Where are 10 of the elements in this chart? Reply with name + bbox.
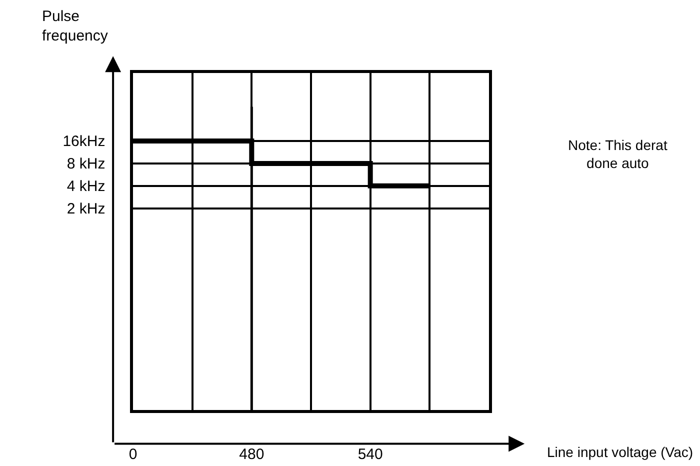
x-tick-label: 540 — [358, 446, 383, 463]
x-tick-label: 480 — [239, 446, 264, 463]
y-axis-title: Pulse frequency — [42, 8, 108, 44]
y-tick-label: 16kHz — [62, 133, 106, 150]
y-tick-label: 2 kHz — [66, 200, 106, 218]
y-tick-label: 4 kHz — [66, 178, 106, 196]
y-tick-label: 8 kHz — [66, 156, 106, 173]
x-axis-title: Line input voltage (Vac) — [547, 444, 694, 460]
x-tick-label: 0 — [128, 446, 138, 463]
text: Note: This derat done auto — [568, 137, 668, 172]
